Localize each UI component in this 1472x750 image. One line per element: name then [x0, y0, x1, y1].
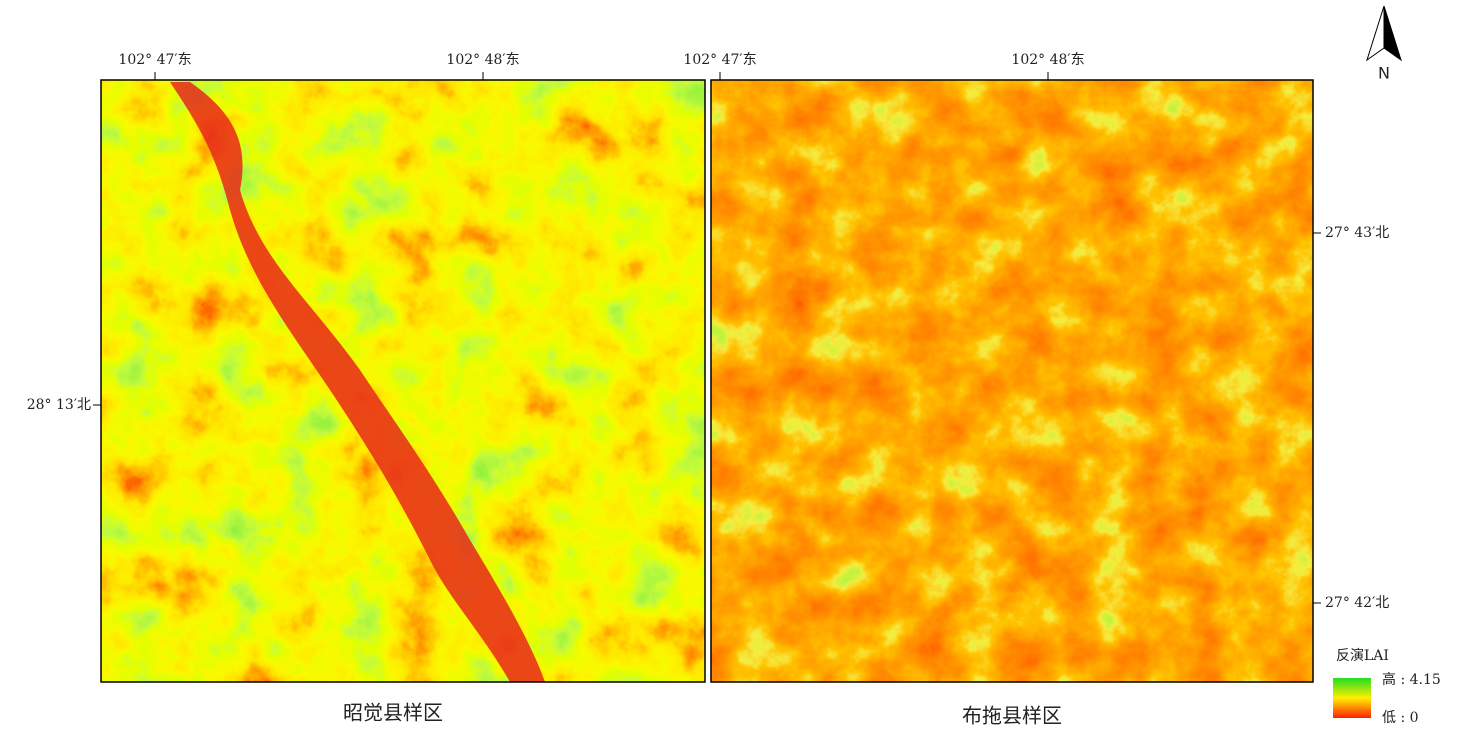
north-arrow [1366, 5, 1385, 62]
lon-label: 102° 48′东 [1011, 52, 1084, 68]
legend-low: 低 : 0 [1382, 710, 1419, 726]
lon-label: 102° 47′东 [118, 52, 191, 68]
lai-raster-right [711, 80, 1313, 682]
lat-label: 27° 43′北 [1325, 225, 1389, 241]
river-valley [170, 82, 545, 682]
lai-raster-left [101, 80, 705, 682]
panel-title: 昭觉县样区 [343, 701, 443, 725]
lon-label: 102° 48′东 [446, 52, 519, 68]
panel-frame-left [100, 79, 706, 683]
north-arrow [1383, 5, 1402, 62]
lon-label: 102° 47′东 [683, 52, 756, 68]
legend-ramp [1333, 678, 1371, 718]
lat-label: 28° 13′北 [27, 397, 91, 413]
panel-title: 布拖县样区 [962, 704, 1062, 728]
legend-high: 高 : 4.15 [1382, 671, 1441, 688]
panel-frame-right [710, 79, 1314, 683]
lat-label: 27° 42′北 [1325, 595, 1389, 611]
north-label: N [1378, 64, 1390, 83]
legend-title: 反演LAI [1336, 648, 1389, 664]
